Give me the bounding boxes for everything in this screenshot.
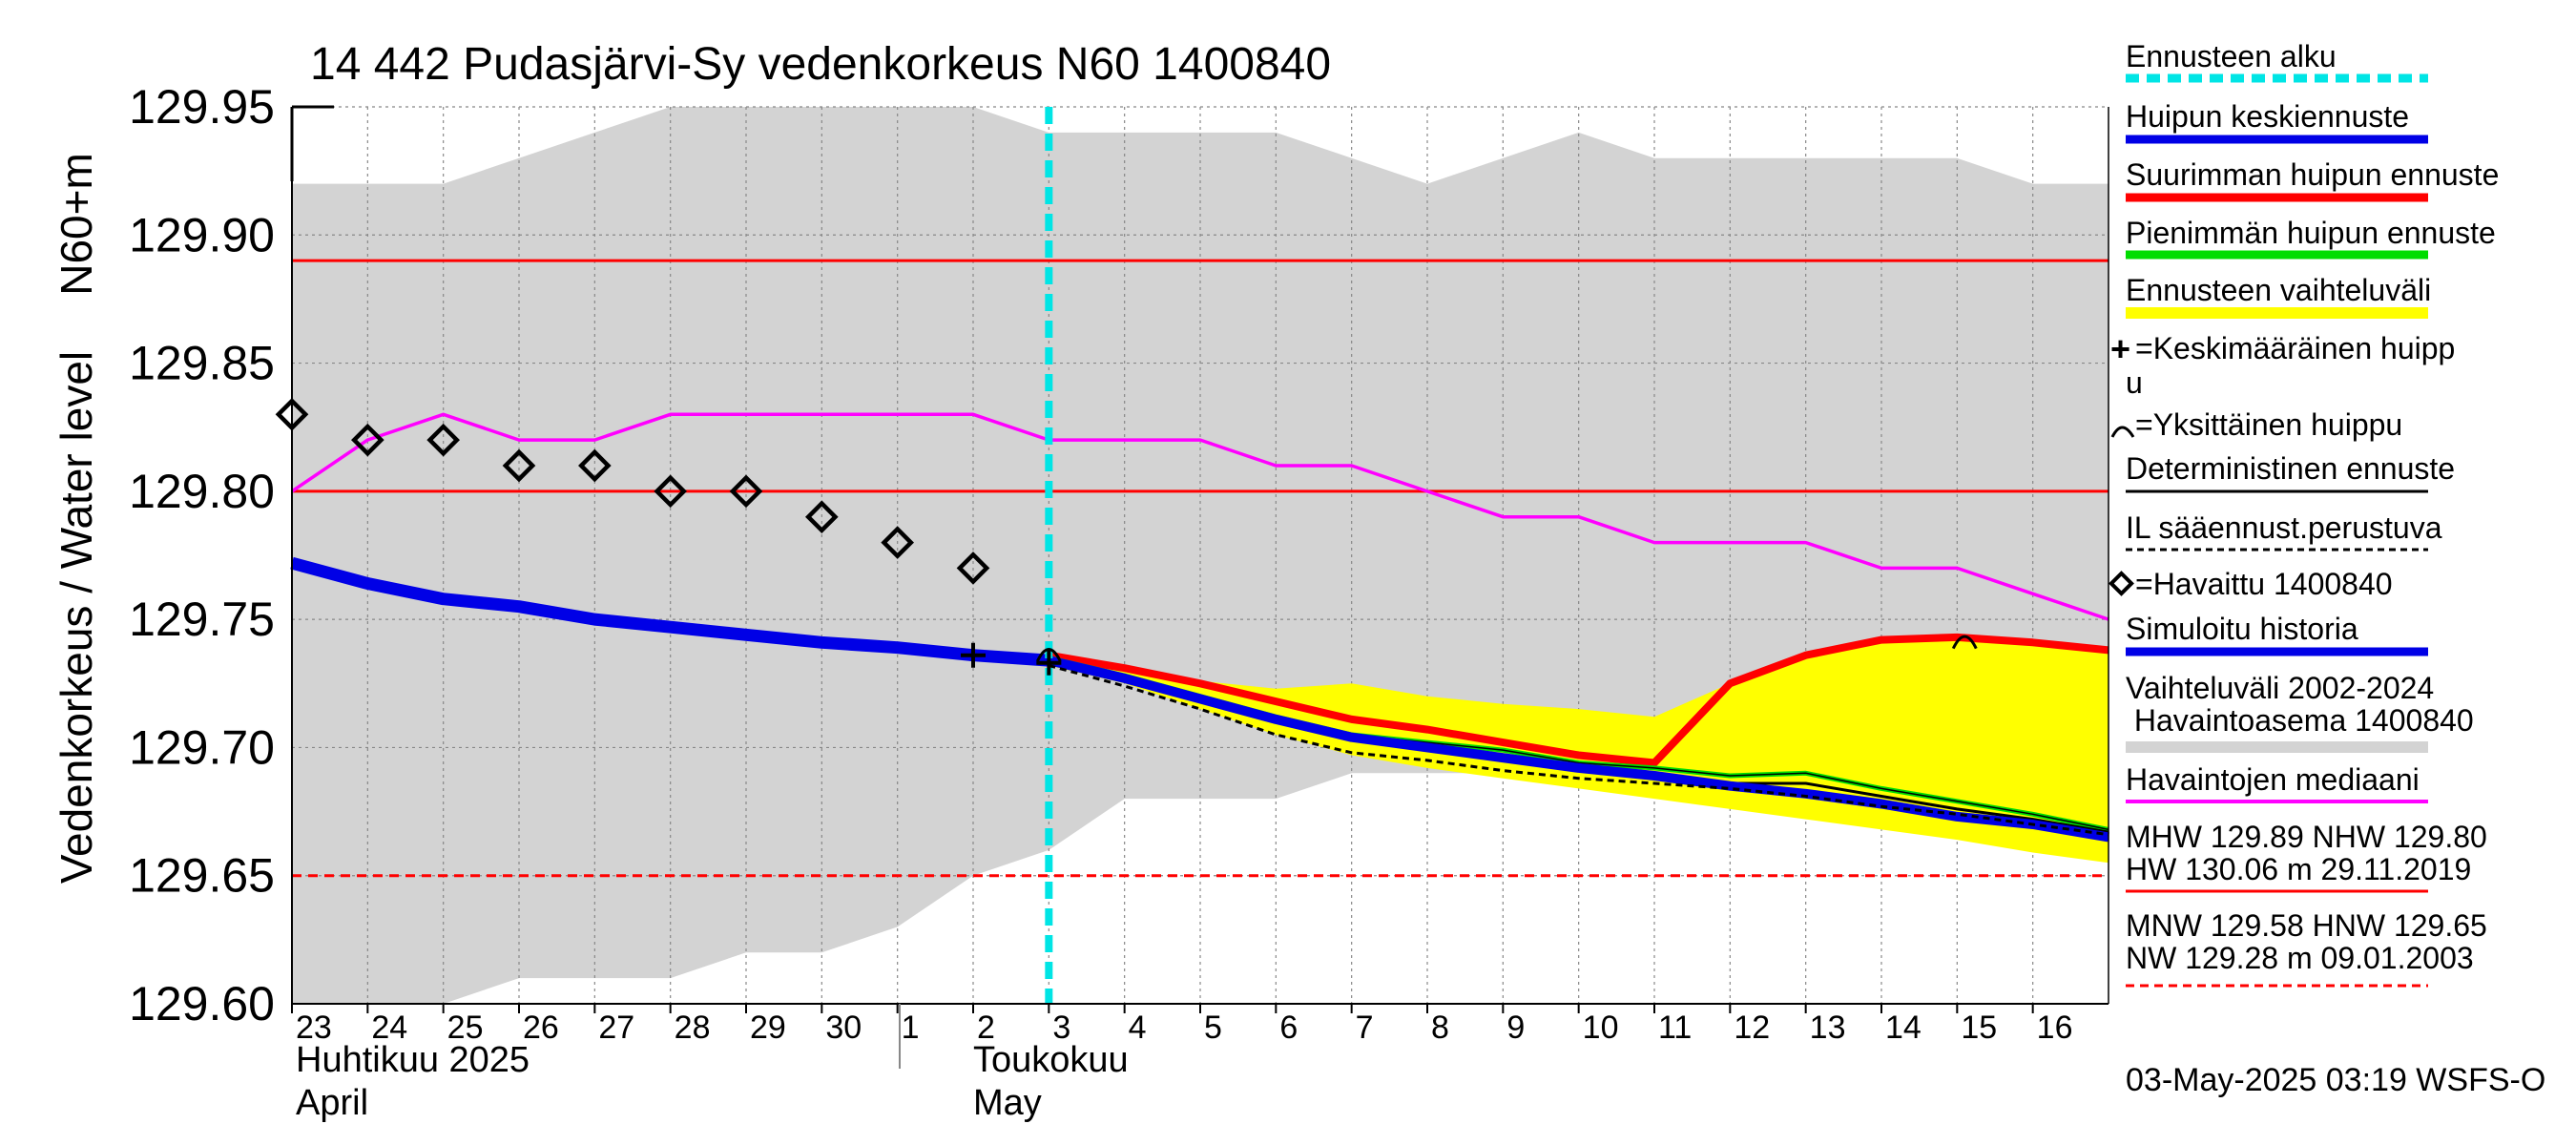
legend-mean-peak-marker-l2: u [2126, 365, 2143, 400]
x-tick-label: 15 [1961, 1010, 1997, 1046]
legend-variation-l1: Vaihteluväli 2002-2024 [2126, 671, 2434, 705]
markers-layer [275, 107, 1978, 1004]
y-axis-label-outer: Vedenkorkeus / Water level [52, 351, 101, 884]
mean-peak-marker [1036, 650, 1062, 676]
month-label-april-en: April [296, 1083, 368, 1123]
y-tick-label: 129.95 [129, 80, 275, 134]
legend-il-based: IL sääennust.perustuva [2126, 510, 2442, 545]
legend-stats-low-l1: MNW 129.58 HNW 129.65 [2126, 908, 2487, 943]
series-layer [290, 412, 2109, 843]
observed-point [956, 552, 990, 585]
series-line-suurimman-huipun-ennuste [1048, 633, 2109, 767]
legend-single-peak-marker: =Yksittäinen huippu [2135, 407, 2402, 442]
forecast-range-layer [1049, 636, 2109, 864]
legend-stats-low-l2: NW 129.28 m 09.01.2003 [2126, 941, 2474, 975]
legend-mean-peak-marker-l1: =Keskimääräinen huipp [2135, 331, 2455, 365]
x-tick-label: 23 [296, 1010, 332, 1046]
x-tick-label: 1 [902, 1010, 920, 1046]
legend: Ennusteen alku Huipun keskiennuste Suuri… [2109, 39, 2499, 988]
legend-observed-diamond-icon [2109, 571, 2134, 596]
legend-observed: =Havaittu 1400840 [2135, 567, 2393, 601]
legend-range: Ennusteen vaihteluväli [2126, 273, 2431, 307]
x-tick-label: 6 [1279, 1010, 1298, 1046]
month-label-april-fi: Huhtikuu 2025 [296, 1040, 530, 1080]
x-tick-label: 2 [977, 1010, 995, 1046]
y-tick-labels: 129.60 129.65 129.70 129.75 129.80 129.85 129.… [129, 80, 275, 1030]
y-tick-label: 129.65 [129, 849, 275, 903]
legend-simulated: Simuloitu historia [2126, 612, 2358, 646]
y-tick-label: 129.60 [129, 977, 275, 1030]
x-tick-label: 4 [1129, 1010, 1147, 1046]
y-tick-label: 129.85 [129, 337, 275, 390]
x-tick-label: 30 [825, 1010, 862, 1046]
month-label-may-fi: Toukokuu [973, 1040, 1129, 1080]
footer-timestamp: 03-May-2025 03:19 WSFS-O [2126, 1062, 2545, 1098]
y-axis-label-inner: N60+m [52, 153, 101, 296]
x-tick-label: 12 [1734, 1010, 1770, 1046]
x-tick-label: 29 [750, 1010, 786, 1046]
observed-point [881, 526, 914, 559]
x-tick-label: 3 [1052, 1010, 1070, 1046]
x-tick-label: 14 [1885, 1010, 1922, 1046]
y-tick-label: 129.80 [129, 465, 275, 518]
y-tick-label: 129.75 [129, 593, 275, 646]
y-tick-label: 129.70 [129, 720, 275, 774]
mean-peak-marker [961, 642, 986, 668]
chart-title: 14 442 Pudasjärvi-Sy vedenkorkeus N60 14… [310, 39, 1331, 90]
legend-mean-peak-plus-icon: + [2110, 329, 2130, 368]
observed-point [578, 448, 612, 483]
legend-max-peak: Suurimman huipun ennuste [2126, 157, 2499, 192]
x-tick-label: 26 [523, 1010, 559, 1046]
series-line-havaintojen-mediaani [291, 412, 2109, 621]
x-tick-label: 16 [2037, 1010, 2073, 1046]
single-peak-marker [1951, 635, 1978, 650]
legend-single-peak-arc-icon [2110, 426, 2135, 438]
observed-point [426, 423, 460, 457]
reference-lines-layer [292, 259, 2109, 878]
x-tick-label: 25 [447, 1010, 484, 1046]
forecast-range-area [1049, 636, 2109, 864]
x-tick-label: 28 [675, 1010, 711, 1046]
legend-forecast-start: Ennusteen alku [2126, 39, 2337, 73]
legend-variation-l2: Havaintoasema 1400840 [2126, 703, 2474, 738]
observed-point [275, 397, 309, 431]
series-line-il-s-ennust-perustuva [1048, 664, 2109, 837]
x-tick-label: 9 [1506, 1010, 1525, 1046]
legend-median: Havaintojen mediaani [2126, 762, 2420, 797]
x-tick-label: 24 [371, 1010, 407, 1046]
legend-deterministic: Deterministinen ennuste [2126, 451, 2455, 486]
legend-stats-high-l2: HW 130.06 m 29.11.2019 [2126, 852, 2471, 886]
x-tick-label: 27 [598, 1010, 634, 1046]
observed-point [351, 423, 384, 457]
x-tick-label: 10 [1583, 1010, 1619, 1046]
observed-point [805, 500, 839, 534]
legend-stats-high-l1: MHW 129.89 NHW 129.80 [2126, 820, 2487, 854]
legend-min-peak: Pienimmän huipun ennuste [2126, 216, 2496, 250]
x-tick-label: 13 [1810, 1010, 1846, 1046]
x-tick-label: 8 [1431, 1010, 1449, 1046]
x-tick-label: 7 [1356, 1010, 1374, 1046]
x-tick-label: 5 [1204, 1010, 1222, 1046]
observed-point [729, 474, 763, 509]
x-tick-labels: 23 24 25 26 27 28 29 30 1 2 3 4 5 6 7 8 9 10 11 12 13 14 15 16 [291, 1004, 2073, 1046]
x-tick-label: 11 [1658, 1010, 1692, 1046]
single-peak-marker [1035, 648, 1062, 662]
grid-layer [292, 106, 2109, 1005]
legend-variation-swatch [2126, 741, 2428, 753]
legend-peak-mean: Huipun keskiennuste [2126, 99, 2409, 134]
observed-point [654, 474, 687, 509]
legend-range-swatch [2126, 307, 2428, 319]
y-tick-label: 129.90 [129, 208, 275, 261]
observed-point [502, 448, 536, 483]
series-line-simuloitu-historia [290, 556, 1049, 667]
month-label-may-en: May [973, 1083, 1042, 1123]
